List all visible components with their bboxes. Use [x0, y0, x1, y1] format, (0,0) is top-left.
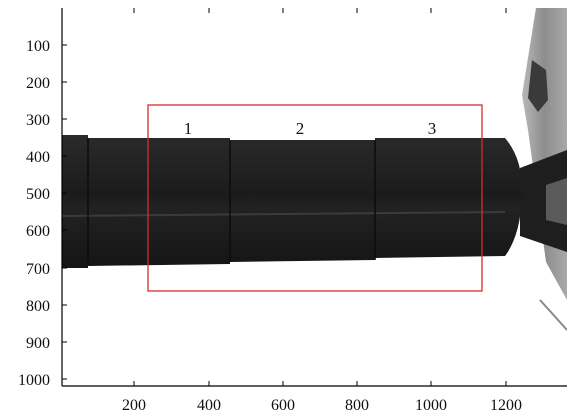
y-tick-300: 300	[26, 112, 67, 129]
y-tick-900: 900	[26, 335, 67, 352]
y-tick-700: 700	[26, 261, 67, 278]
region-label-1: 1	[184, 119, 193, 138]
y-tick-label: 300	[26, 112, 50, 129]
x-tick-label: 1200	[490, 397, 522, 414]
y-tick-label: 900	[26, 335, 50, 352]
y-tick-label: 500	[26, 186, 50, 203]
y-tick-label: 1000	[18, 372, 50, 389]
y-tick-label: 400	[26, 149, 50, 166]
x-tick-400: 400	[197, 8, 221, 414]
x-tick-label: 1000	[415, 397, 447, 414]
y-tick-400: 400	[26, 149, 67, 166]
y-tick-label: 100	[26, 38, 50, 55]
x-tick-1200: 1200	[490, 8, 522, 414]
y-tick-800: 800	[26, 298, 67, 315]
x-tick-label: 800	[345, 397, 369, 414]
x-tick-1000: 1000	[415, 8, 447, 414]
y-tick-100: 100	[26, 38, 67, 55]
y-tick-label: 600	[26, 223, 50, 240]
roi-box	[147, 104, 483, 292]
y-tick-1000: 1000	[18, 372, 67, 389]
y-tick-600: 600	[26, 223, 67, 240]
region-label-3: 3	[428, 119, 437, 138]
x-tick-200: 200	[122, 8, 146, 414]
axes-frame	[61, 8, 567, 387]
y-axis: 100 200 300 400 500 600 700 800	[18, 38, 67, 389]
y-tick-200: 200	[26, 75, 67, 92]
specimen-photo: 1 2 3	[62, 8, 567, 386]
grip-fixture	[520, 8, 567, 331]
region-label-2: 2	[296, 119, 305, 138]
x-tick-label: 400	[197, 397, 221, 414]
x-tick-label: 200	[122, 397, 146, 414]
y-tick-label: 800	[26, 298, 50, 315]
x-tick-800: 800	[345, 8, 369, 414]
x-tick-label: 600	[271, 397, 295, 414]
specimen-rod	[62, 135, 523, 268]
y-tick-label: 700	[26, 261, 50, 278]
y-tick-500: 500	[26, 186, 67, 203]
y-tick-label: 200	[26, 75, 50, 92]
x-tick-600: 600	[271, 8, 295, 414]
x-axis: 200 400 600 800 1000 1200	[122, 8, 522, 414]
